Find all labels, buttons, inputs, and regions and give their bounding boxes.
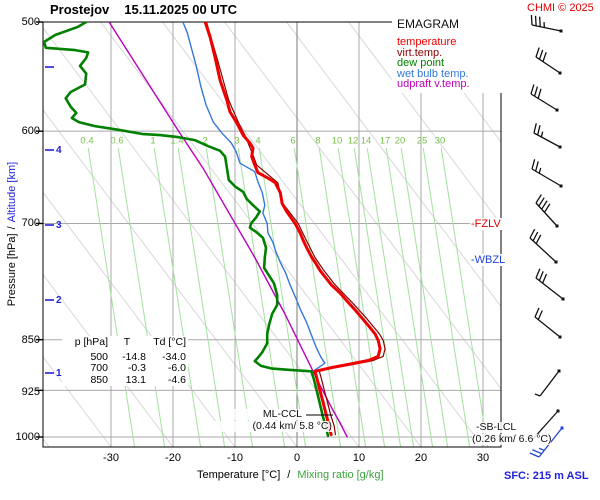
table-cell: 500 <box>90 350 108 363</box>
svg-text:0.4: 0.4 <box>80 136 93 147</box>
wind-barbs <box>527 14 565 458</box>
temp-tick-m10: -10 <box>227 452 243 464</box>
temp-tick-m20: -20 <box>165 452 181 464</box>
y-axis-title: Pressure [hPa] / Altitude [km] <box>6 104 18 364</box>
svg-text:20: 20 <box>395 136 406 147</box>
legend: EMAGRAM temperature virt.temp. dew point… <box>392 15 507 93</box>
wind-barb-icon <box>533 123 562 149</box>
legend-item-wet-bulb: wet bulb temp. <box>397 67 469 80</box>
copyright-text: CHMI © 2025 <box>527 2 594 14</box>
temp-tick-20: 20 <box>414 452 428 464</box>
svg-text:14: 14 <box>361 136 372 147</box>
y-axis-pressure-label: Pressure [hPa] <box>6 233 18 307</box>
wind-barb-icon <box>529 228 558 264</box>
wind-barb-icon <box>535 268 565 301</box>
svg-text:17: 17 <box>380 136 391 147</box>
svg-text:1.4: 1.4 <box>170 136 183 147</box>
virt-temp-curve <box>205 22 386 436</box>
temp-tick-30: 30 <box>476 452 490 464</box>
x-axis-separator: / <box>287 469 291 481</box>
altitude-tick-3: 3 <box>56 220 62 231</box>
altitude-tick-1: 1 <box>56 368 62 379</box>
svg-text:25: 25 <box>417 136 428 147</box>
x-axis-title: Temperature [°C] / Mixing ratio [g/kg] <box>197 469 384 481</box>
table-header-pressure: p [hPa] <box>74 336 108 348</box>
svg-text:1: 1 <box>150 136 155 147</box>
table-header-temp: T <box>123 336 131 348</box>
altitude-tick-2: 2 <box>56 295 62 306</box>
wet-bulb-zero-label: -WBZL <box>470 254 507 266</box>
wind-barb-icon <box>534 369 561 397</box>
legend-item-updraft: udpraft v.temp. <box>397 78 470 90</box>
udpraft-v-temp-curve <box>108 22 348 438</box>
svg-text:3: 3 <box>234 136 239 147</box>
table-header-dewpoint: Td [°C] <box>153 336 186 348</box>
wind-barb-icon <box>535 47 562 75</box>
altitude-tick-marks <box>45 66 54 374</box>
table-cell: -4.6 <box>167 373 186 386</box>
table-cell: -34.0 <box>162 350 186 363</box>
svg-text:4: 4 <box>255 136 260 147</box>
pressure-tick-850: 850 <box>21 334 40 346</box>
legend-item-virt-temp: virt.temp. <box>397 46 443 59</box>
svg-text:30: 30 <box>435 136 446 147</box>
ml-ccl-detail: (0.44 km/ 5.8 °C) <box>214 421 332 432</box>
pressure-tick-marks <box>36 21 43 438</box>
temp-tick-0: 0 <box>293 452 301 464</box>
x-axis-mixing-ratio-label: Mixing ratio [g/kg] <box>297 469 384 481</box>
svg-text:12: 12 <box>348 136 359 147</box>
dew-point-curve <box>43 22 330 438</box>
table-cell: 700 <box>90 362 108 374</box>
pressure-tick-500: 500 <box>21 16 40 28</box>
x-axis-temperature-label: Temperature [°C] <box>197 469 281 481</box>
wind-barb-icon <box>530 14 563 33</box>
ml-ccl-label: ML-CCL <box>222 409 302 420</box>
svg-text:0.6: 0.6 <box>110 136 123 147</box>
table-cell: -0.3 <box>127 362 146 374</box>
svg-text:6: 6 <box>290 136 295 147</box>
wind-barb-icon <box>535 194 559 228</box>
wind-barb-icon <box>534 307 562 339</box>
temperature-curve <box>203 22 382 437</box>
temp-tick-m30: -30 <box>103 452 119 464</box>
pressure-tick-1000: 1000 <box>15 431 40 443</box>
mixing-ratio-lines <box>87 147 489 447</box>
plot-border <box>42 21 502 448</box>
mixing-ratio-labels: 0.4 0.6 1 1.4 2 3 4 6 8 10 12 14 17 20 25 30 <box>80 136 445 147</box>
sounding-datetime: 15.11.2025 00 UTC <box>124 2 237 17</box>
page-title: Prostejov 15.11.2025 00 UTC <box>50 2 237 17</box>
y-axis-separator: / <box>6 226 18 230</box>
svg-text:2: 2 <box>202 136 207 147</box>
dry-adiabats <box>43 22 501 447</box>
legend-title: EMAGRAM <box>397 17 460 31</box>
surface-elevation-label: SFC: 215 m ASL <box>504 470 589 482</box>
wind-barb-icon <box>531 159 563 188</box>
pressure-tick-925: 925 <box>21 386 40 398</box>
pressure-tick-700: 700 <box>21 217 40 229</box>
sb-lcl-label: -SB-LCL <box>476 421 517 433</box>
freezing-level-label: -FZLV <box>470 218 502 230</box>
pressure-tick-600: 600 <box>21 125 40 137</box>
svg-text:8: 8 <box>315 136 320 147</box>
sounding-table: p [hPa] T Td [°C] 500 -14.8 -34.0 700 -0… <box>62 336 188 386</box>
y-axis-altitude-label: Altitude [km] <box>6 161 18 223</box>
legend-item-temperature: temperature <box>397 36 457 48</box>
table-cell: -14.8 <box>122 350 146 363</box>
wet-bulb-temp-curve <box>182 22 326 372</box>
table-cell: 13.1 <box>125 373 146 386</box>
temp-tick-10: 10 <box>352 452 366 464</box>
table-cell: 850 <box>90 373 108 386</box>
wind-barb-icon <box>530 84 559 112</box>
isotherm-gridlines <box>110 22 484 447</box>
table-cell: -6.0 <box>167 362 186 374</box>
svg-text:10: 10 <box>332 136 343 147</box>
legend-item-dew-point: dew point <box>397 57 445 69</box>
sb-lcl-detail: (0.26 km/ 6.6 °C) <box>472 433 552 445</box>
station-name: Prostejov <box>50 2 110 17</box>
altitude-tick-4: 4 <box>56 145 62 156</box>
